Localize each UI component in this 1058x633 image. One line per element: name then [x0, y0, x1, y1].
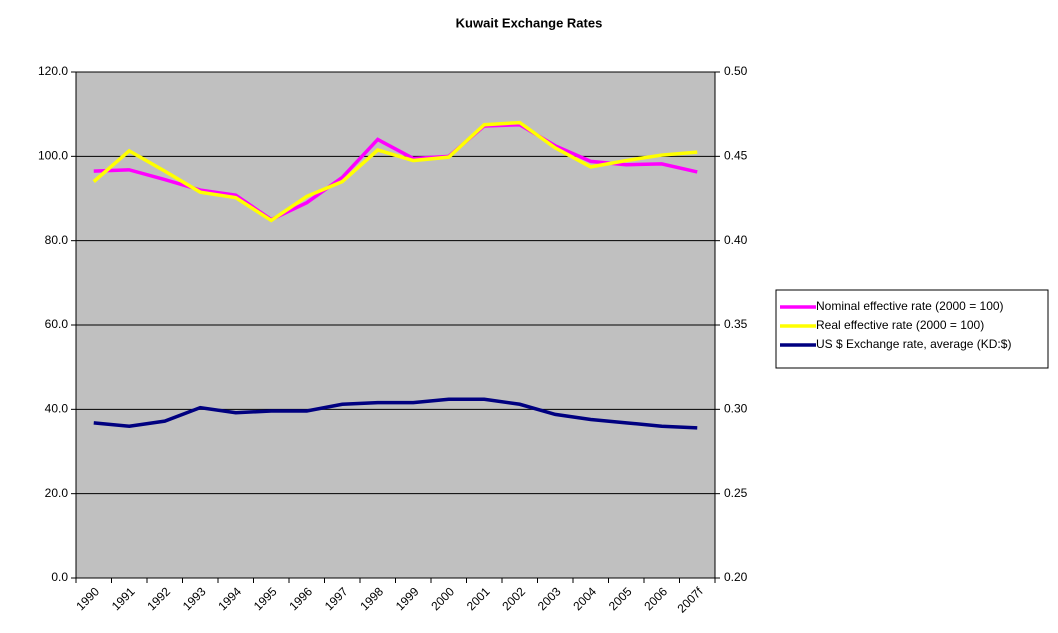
- y2-tick-label: 0.30: [724, 402, 748, 416]
- y2-tick-label: 0.40: [724, 233, 748, 247]
- x-tick-label: 1997: [322, 584, 351, 613]
- chart-title: Kuwait Exchange Rates: [456, 15, 603, 30]
- x-tick-label: 1999: [393, 584, 422, 613]
- x-tick-label: 2006: [641, 584, 670, 613]
- series-line: [92, 120, 698, 223]
- y2-tick-label: 0.20: [724, 570, 748, 584]
- legend-label: US $ Exchange rate, average (KD:$): [816, 337, 1011, 351]
- x-tick-label: 2007f: [674, 584, 706, 616]
- x-tick-label: 2001: [464, 584, 493, 613]
- x-tick-label: 1995: [251, 584, 280, 613]
- y2-tick-label: 0.25: [724, 486, 748, 500]
- y-tick-label: 120.0: [38, 64, 68, 78]
- y-tick-label: 0.0: [51, 570, 68, 584]
- y-tick-label: 60.0: [45, 317, 69, 331]
- x-tick-label: 1998: [357, 584, 386, 613]
- x-tick-label: 1990: [73, 584, 102, 613]
- x-tick-label: 1992: [144, 584, 173, 613]
- legend-label: Nominal effective rate (2000 = 100): [816, 299, 1004, 313]
- series-line: [93, 397, 698, 430]
- legend-box: [775, 289, 1049, 369]
- y-tick-label: 80.0: [45, 233, 69, 247]
- x-tick-label: 1994: [215, 584, 244, 613]
- x-tick-label: 2000: [428, 584, 457, 613]
- y2-tick-label: 0.35: [724, 317, 748, 331]
- x-tick-label: 2003: [535, 584, 564, 613]
- x-tick-label: 2002: [499, 584, 528, 613]
- y2-tick-label: 0.50: [724, 64, 748, 78]
- y-tick-label: 40.0: [45, 402, 69, 416]
- x-tick-label: 2004: [570, 584, 599, 613]
- x-tick-label: 1993: [180, 584, 209, 613]
- y-tick-label: 100.0: [38, 149, 68, 163]
- legend-label: Real effective rate (2000 = 100): [816, 318, 984, 332]
- x-tick-label: 1996: [286, 584, 315, 613]
- y-tick-label: 20.0: [45, 486, 69, 500]
- y2-tick-label: 0.45: [724, 149, 748, 163]
- x-tick-label: 1991: [109, 584, 138, 613]
- x-tick-label: 2005: [606, 584, 635, 613]
